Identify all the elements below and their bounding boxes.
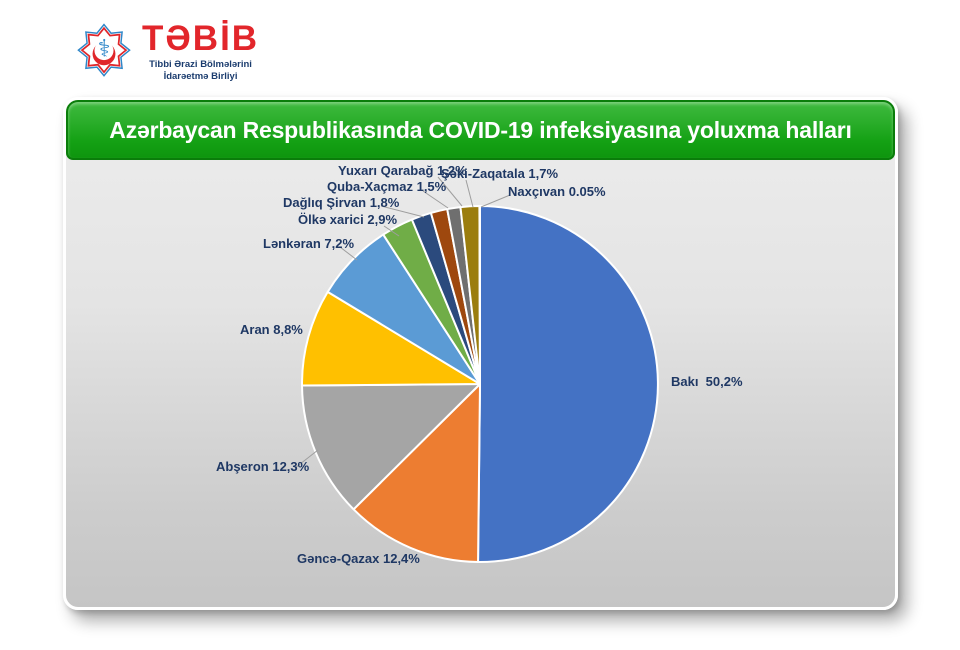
slice-label-naxcivan: Naxçıvan 0.05% [508,184,606,199]
slice-label-aran: Aran 8,8% [240,322,303,337]
slice-label-abseron: Abşeron 12,3% [216,459,310,474]
slice-label-yuxari-qarabag: Yuxarı Qarabağ 1,2% [338,163,467,178]
slice-label-baki: Bakı 50,2% [671,374,743,389]
brand-subtitle-line2: İdarəetmə Birliyi [163,71,238,82]
tebib-emblem: ⚕ [77,23,131,77]
slice-label-olke-xarici: Ölkə xarici 2,9% [298,212,398,227]
slice-label-dagliq-sirvan: Dağlıq Şirvan 1,8% [283,195,400,210]
brand-logo: ⚕ TƏBİB Tibbi Ərazi Bölmələrini İdarəetm… [72,8,292,96]
slice-label-seki-zaqatala: Şəki-Zaqatala 1,7% [441,166,559,181]
brand-subtitle-line1: Tibbi Ərazi Bölmələrini [149,59,252,71]
title-banner: Azərbaycan Respublikasında COVID-19 infe… [66,100,895,160]
slice-label-gence-qazax: Gəncə-Qazax 12,4% [297,551,420,566]
brand-name: TƏBİB [142,19,260,59]
crescent-icon [92,41,116,66]
chart-title: Azərbaycan Respublikasında COVID-19 infe… [109,116,852,143]
slice-label-quba-xacmaz: Quba-Xaçmaz 1,5% [327,179,447,194]
brand-subtitle: Tibbi Ərazi Bölmələrini İdarəetmə Birliy… [149,59,252,83]
slice-label-lenkeran: Lənkəran 7,2% [263,236,355,251]
caduceus-icon: ⚕ [98,36,111,63]
